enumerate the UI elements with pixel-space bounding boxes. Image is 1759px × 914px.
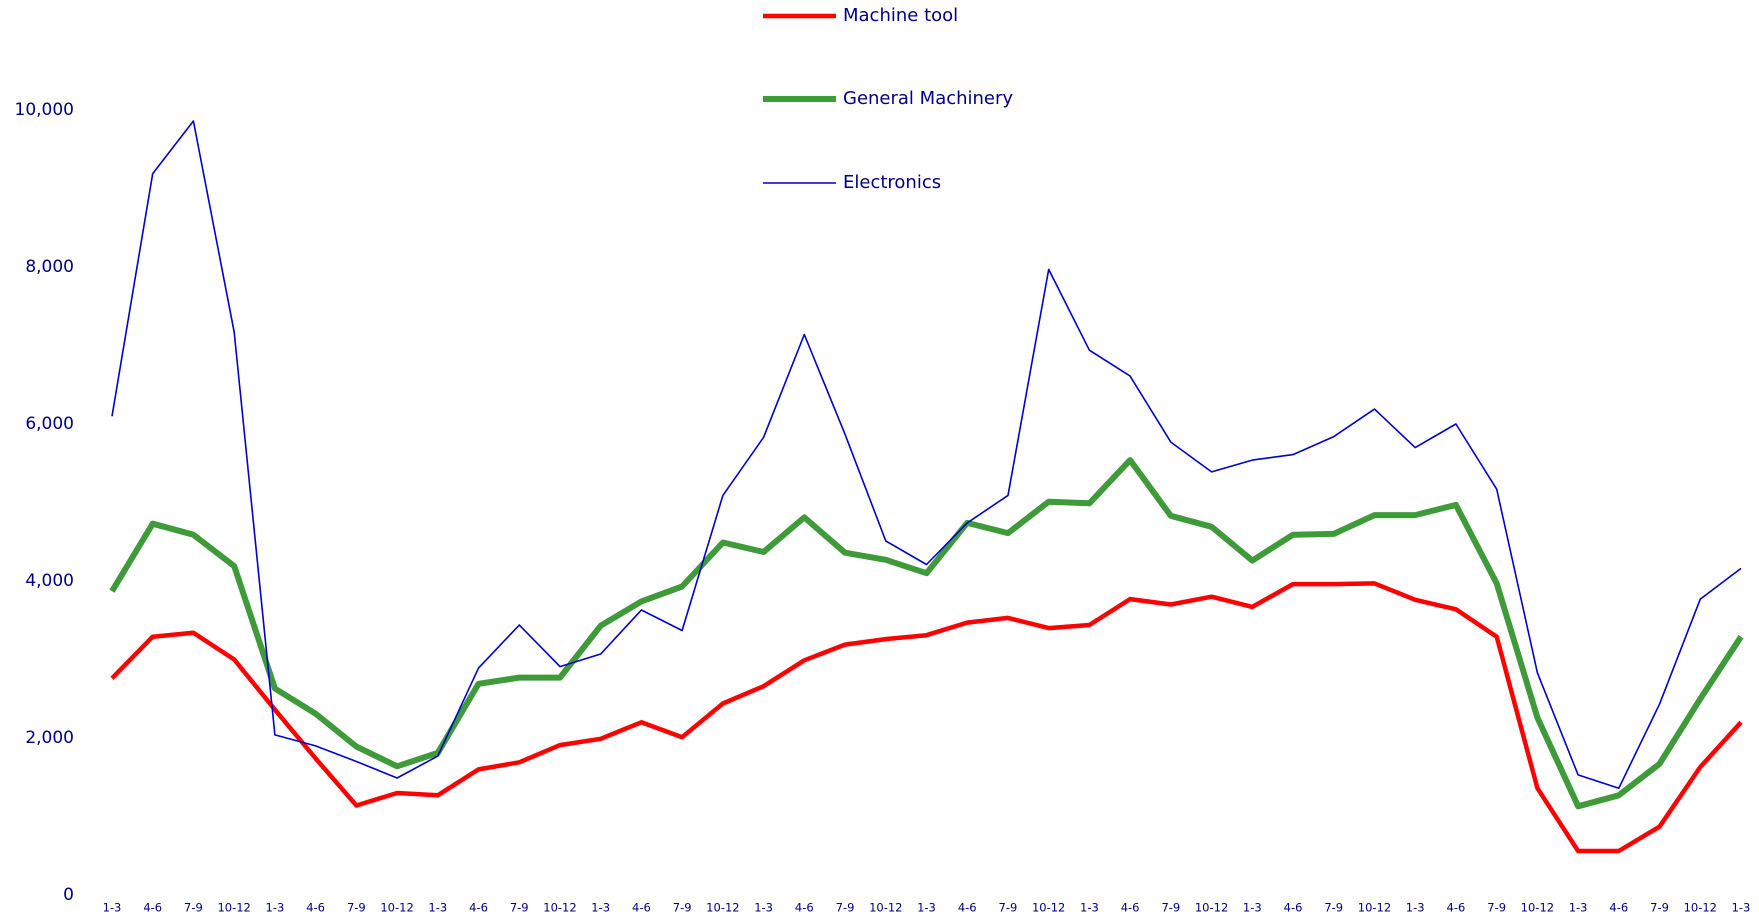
x-tick-label: 1-3 — [428, 901, 447, 914]
x-tick-label: 1-3 — [1569, 901, 1588, 914]
x-tick-label: 4-6 — [1284, 901, 1303, 914]
x-tick-label: 7-9 — [510, 901, 529, 914]
x-tick-label: 1-3 — [917, 901, 936, 914]
x-tick-label: 1-3 — [1243, 901, 1262, 914]
x-tick-label: 7-9 — [673, 901, 692, 914]
x-tick-label: 10-12 — [1684, 901, 1717, 914]
x-tick-label: 7-9 — [1324, 901, 1343, 914]
x-tick-label: 7-9 — [184, 901, 203, 914]
series-line — [110, 581, 1743, 854]
x-tick-label: 10-12 — [1521, 901, 1554, 914]
series-line — [109, 457, 1744, 810]
x-tick-label: 10-12 — [543, 901, 576, 914]
x-tick-label: 1-3 — [591, 901, 610, 914]
x-tick-label: 4-6 — [958, 901, 977, 914]
x-tick-label: 10-12 — [1032, 901, 1065, 914]
y-tick-label: 0 — [63, 885, 74, 905]
x-tick-label: 1-3 — [1080, 901, 1099, 914]
x-tick-label: 4-6 — [143, 901, 162, 914]
y-tick-label: 2,000 — [25, 728, 74, 748]
x-tick-label: 7-9 — [1487, 901, 1506, 914]
x-tick-label: 1-3 — [266, 901, 285, 914]
x-tick-label: 4-6 — [632, 901, 651, 914]
x-tick-label: 7-9 — [999, 901, 1018, 914]
x-tick-label: 7-9 — [1650, 901, 1669, 914]
x-tick-label: 4-6 — [1121, 901, 1140, 914]
x-tick-label: 1-3 — [1406, 901, 1425, 914]
x-tick-label: 1-3 — [754, 901, 773, 914]
x-tick-label: 10-12 — [1358, 901, 1391, 914]
x-tick-label: 1-3 — [103, 901, 122, 914]
y-tick-label: 6,000 — [25, 414, 74, 434]
x-tick-label: 4-6 — [306, 901, 325, 914]
x-tick-label: 10-12 — [380, 901, 413, 914]
x-tick-label: 4-6 — [469, 901, 488, 914]
y-tick-label: 10,000 — [15, 100, 74, 120]
x-tick-label: 7-9 — [836, 901, 855, 914]
legend-label: General Machinery — [843, 88, 1013, 109]
x-tick-label: 7-9 — [347, 901, 366, 914]
x-tick-label: 10-12 — [706, 901, 739, 914]
x-tick-label: 10-12 — [869, 901, 902, 914]
x-tick-label: 7-9 — [1161, 901, 1180, 914]
legend-label: Electronics — [843, 172, 941, 193]
series-line — [111, 120, 1742, 789]
x-tick-label: 4-6 — [1447, 901, 1466, 914]
y-tick-label: 8,000 — [25, 257, 74, 277]
y-tick-label: 4,000 — [25, 571, 74, 591]
x-tick-label: 4-6 — [795, 901, 814, 914]
x-tick-label: 1-3 — [1732, 901, 1751, 914]
x-tick-label: 10-12 — [1195, 901, 1228, 914]
legend-label: Machine tool — [843, 5, 958, 26]
x-tick-label: 4-6 — [1609, 901, 1628, 914]
x-tick-label: 10-12 — [217, 901, 250, 914]
